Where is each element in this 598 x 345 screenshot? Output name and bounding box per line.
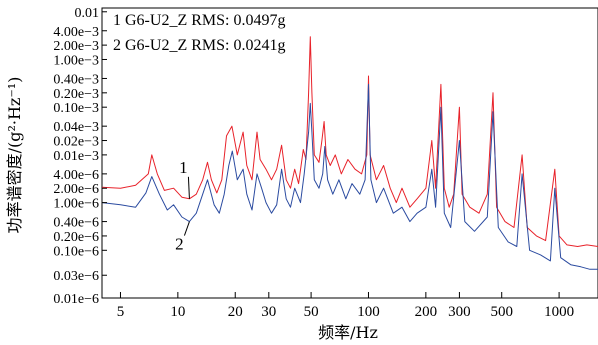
series-2-line bbox=[102, 83, 598, 270]
x-axis: 5 10 20 30 50 100 200 300 500 1000 bbox=[117, 292, 574, 320]
series-2-marker-label: 2 bbox=[175, 235, 184, 254]
legend-entry-1: 1 G6-U2_Z RMS: 0.0497g bbox=[113, 12, 285, 29]
annotations: 12 bbox=[175, 158, 190, 254]
y-tick-label: 2.00e−3 bbox=[53, 39, 99, 54]
series-1-line bbox=[102, 36, 598, 247]
legend-entry-2: 2 G6-U2_Z RMS: 0.0241g bbox=[113, 37, 285, 54]
y-axis-title: 功率谱密度/(g²·Hz⁻¹) bbox=[5, 77, 24, 234]
y-axis: 0.01e−6 0.03e−6 0.10e−60.20e−60.40e−6 1.00e… bbox=[53, 6, 107, 307]
x-tick-label: 20 bbox=[228, 304, 243, 320]
y-tick-label: 0.02e−3 bbox=[53, 135, 99, 150]
y-tick-label: 0.10e−3 bbox=[53, 101, 99, 116]
x-tick-label: 50 bbox=[304, 304, 319, 320]
y-tick-label: 1.00e−6 bbox=[53, 197, 99, 212]
x-tick-label: 5 bbox=[117, 304, 125, 320]
y-tick-label: 0.20e−6 bbox=[53, 230, 99, 245]
y-tick-label: 0.04e−3 bbox=[53, 120, 99, 135]
y-tick-label: 0.10e−6 bbox=[53, 244, 99, 259]
x-tick-label: 30 bbox=[261, 304, 276, 320]
x-tick-label: 500 bbox=[490, 304, 513, 320]
y-tick-label: 2.00e−6 bbox=[53, 182, 99, 197]
y-tick-label: 0.20e−3 bbox=[53, 87, 99, 102]
y-tick-label: 0.40e−3 bbox=[53, 72, 99, 87]
x-tick-label: 10 bbox=[170, 304, 185, 320]
plot-area bbox=[101, 7, 598, 299]
y-tick-label: 1.00e−3 bbox=[53, 53, 99, 68]
x-tick-label: 200 bbox=[415, 304, 438, 320]
y-tick-label: 0.01e−3 bbox=[53, 149, 99, 164]
series-1-leader bbox=[187, 176, 190, 199]
y-tick-label: 0.03e−6 bbox=[53, 269, 99, 284]
series-layer bbox=[102, 36, 598, 270]
y-tick-label: 4.00e−6 bbox=[53, 168, 99, 183]
y-tick-label: 0.01e−6 bbox=[53, 292, 99, 307]
x-tick-label: 300 bbox=[448, 304, 471, 320]
x-tick-label: 1000 bbox=[544, 304, 574, 320]
x-axis-title: 频率/Hz bbox=[318, 323, 378, 342]
y-tick-label: 0.40e−6 bbox=[53, 216, 99, 231]
series-2-leader bbox=[183, 221, 190, 236]
y-tick-label: 0.01 bbox=[75, 6, 100, 21]
x-tick-label: 100 bbox=[357, 304, 380, 320]
series-1-marker-label: 1 bbox=[179, 158, 188, 177]
y-tick-label: 4.00e−3 bbox=[53, 25, 99, 40]
